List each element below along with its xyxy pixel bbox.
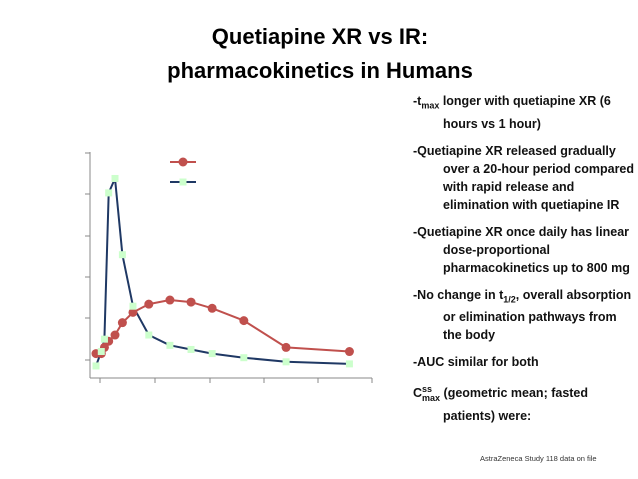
xr-data-point	[110, 330, 120, 340]
xr-data-point	[281, 342, 291, 352]
xr-data-point	[186, 297, 196, 307]
ir-data-point	[240, 354, 248, 362]
chart-legend	[170, 157, 196, 186]
slide-title: Quetiapine XR vs IR: pharmacokinetics in…	[110, 20, 530, 88]
legend-swatch-marker	[179, 178, 187, 186]
chart-axes	[85, 152, 373, 383]
ir-data-point	[97, 348, 105, 356]
ir-series-line	[95, 177, 350, 367]
bullet-cmax: Cssmax (geometric mean; fasted patients)…	[413, 384, 589, 423]
ir-data-point	[187, 345, 195, 353]
chart-series	[91, 174, 354, 370]
ir-data-point	[282, 358, 290, 366]
xr-data-point	[165, 295, 175, 305]
ir-data-point	[208, 350, 216, 358]
ir-data-point	[166, 341, 174, 349]
xr-data-point	[117, 318, 127, 328]
legend-swatch-marker	[178, 157, 188, 167]
ir-data-point	[111, 174, 119, 182]
xr-data-point	[344, 347, 354, 357]
bullet-auc: -AUC similar for both	[413, 355, 539, 369]
ir-data-point	[145, 331, 153, 339]
ir-data-point	[118, 251, 126, 259]
xr-data-point	[144, 299, 154, 309]
bullet-release: -Quetiapine XR released gradually over a…	[413, 143, 635, 212]
xr-data-point	[128, 307, 138, 317]
ir-data-point	[129, 302, 137, 310]
xr-data-point	[239, 316, 249, 326]
ir-data-point	[92, 362, 100, 370]
bullet-tmax: -tmax longer with quetiapine XR (6 hours…	[413, 94, 611, 131]
bullet-half-life: -No change in t1/2, overall absorption o…	[413, 287, 632, 343]
ir-data-point	[105, 189, 113, 197]
xr-data-point	[207, 303, 217, 313]
title-line-2: pharmacokinetics in Humans	[167, 58, 473, 83]
bullet-linear: -Quetiapine XR once daily has linear dos…	[413, 224, 630, 275]
footnote: AstraZeneca Study 118 data on file	[480, 454, 597, 463]
title-line-1: Quetiapine XR vs IR:	[211, 24, 429, 49]
bullet-list: -tmax longer with quetiapine XR (6 hours…	[413, 92, 635, 434]
ir-data-point	[345, 360, 353, 368]
ir-data-point	[100, 335, 108, 343]
